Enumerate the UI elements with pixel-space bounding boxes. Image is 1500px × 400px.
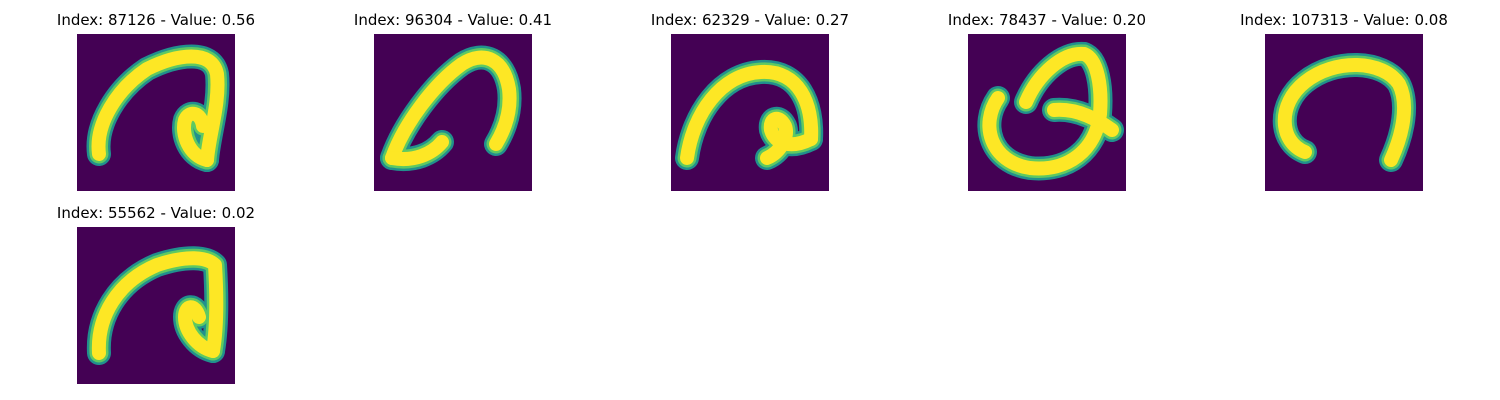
panel-title: Index: 55562 - Value: 0.02: [56, 204, 256, 222]
digit-image: [77, 227, 235, 384]
digit-stroke: [86, 246, 229, 365]
digit-image-svg: [77, 227, 235, 384]
digit-stroke: [86, 44, 230, 172]
digit-image-svg: [1265, 34, 1423, 191]
panel-title: Index: 96304 - Value: 0.41: [353, 11, 553, 29]
digit-image: [374, 34, 532, 191]
panel-title: Index: 78437 - Value: 0.20: [947, 11, 1147, 29]
digit-stroke: [1272, 53, 1416, 172]
digit-image: [77, 34, 235, 191]
digit-image: [1265, 34, 1423, 191]
digit-panel-6: Index: 55562 - Value: 0.02: [36, 193, 276, 384]
digit-stroke: [380, 45, 522, 171]
digit-stroke: [977, 41, 1124, 181]
digit-image-svg: [968, 34, 1126, 191]
panel-title: Index: 87126 - Value: 0.56: [56, 11, 256, 29]
digit-image-svg: [671, 34, 829, 191]
digit-image: [671, 34, 829, 191]
panel-title: Index: 62329 - Value: 0.27: [650, 11, 850, 29]
digit-panel-5: Index: 107313 - Value: 0.08: [1224, 0, 1464, 191]
digit-panel-1: Index: 87126 - Value: 0.56: [36, 0, 276, 191]
digit-image-svg: [374, 34, 532, 191]
digit-image-svg: [77, 34, 235, 191]
digit-image: [968, 34, 1126, 191]
digit-panel-4: Index: 78437 - Value: 0.20: [927, 0, 1167, 191]
panel-title: Index: 107313 - Value: 0.08: [1240, 11, 1448, 29]
digit-panel-3: Index: 62329 - Value: 0.27: [630, 0, 870, 191]
digit-stroke: [675, 60, 824, 170]
digit-panel-2: Index: 96304 - Value: 0.41: [333, 0, 573, 191]
